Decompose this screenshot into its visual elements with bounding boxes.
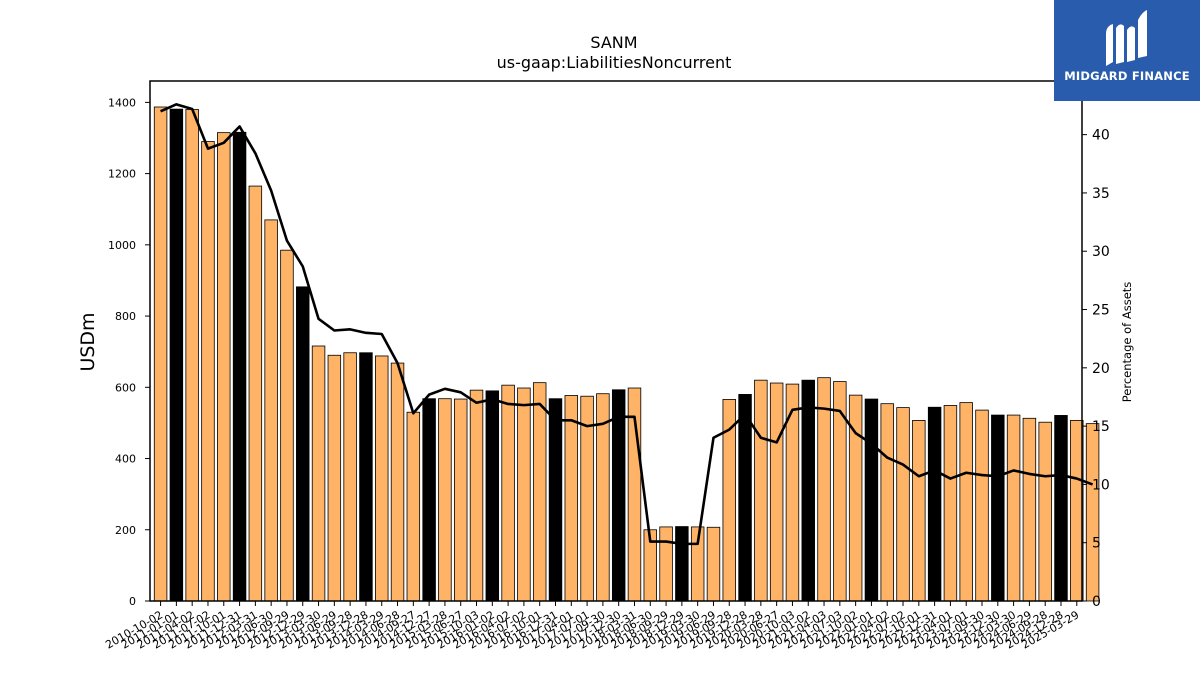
y2-tick-label: 20 <box>1092 361 1110 377</box>
y-tick-label: 1200 <box>108 168 136 181</box>
bar <box>817 377 831 602</box>
bar <box>991 414 1005 602</box>
y-axis-label: USDm <box>77 312 99 371</box>
bar <box>232 131 247 602</box>
y-tick-label: 1000 <box>108 239 136 252</box>
bar <box>1022 417 1037 602</box>
bar <box>343 352 357 602</box>
bar <box>201 141 215 602</box>
bar <box>564 395 579 602</box>
bar <box>169 108 184 602</box>
bar <box>706 526 721 602</box>
bar <box>532 382 547 602</box>
bar <box>943 405 958 602</box>
bar <box>485 390 500 602</box>
y2-axis-label: Percentage of Assets <box>1120 282 1134 403</box>
y2-tick-label: 0 <box>1092 594 1101 610</box>
bar <box>375 355 389 602</box>
y2-tick-label: 10 <box>1092 477 1110 493</box>
y2-tick-label: 5 <box>1092 536 1101 552</box>
y2-tick-label: 40 <box>1092 128 1110 144</box>
bar <box>185 109 199 602</box>
y2-tick-label: 35 <box>1092 186 1110 202</box>
bar <box>311 345 326 602</box>
bar <box>327 354 342 602</box>
bar <box>280 249 294 602</box>
y-tick-label: 0 <box>129 595 136 608</box>
bar <box>754 379 768 602</box>
bar <box>217 132 231 602</box>
bar <box>153 106 168 602</box>
bar <box>390 362 405 602</box>
bars-group <box>153 106 1100 602</box>
y-tick-label: 600 <box>115 381 136 394</box>
bar <box>864 398 879 602</box>
bar <box>959 402 973 602</box>
bar <box>438 398 452 602</box>
bar <box>896 407 910 602</box>
bar <box>1038 421 1052 602</box>
bar <box>659 526 673 602</box>
bar <box>1085 423 1100 602</box>
bar <box>833 381 847 602</box>
bar <box>611 389 626 602</box>
plot-frame <box>149 80 1083 602</box>
y-tick-label: 400 <box>115 453 136 466</box>
bar <box>927 406 942 602</box>
y-tick-label: 1400 <box>108 96 136 109</box>
bar <box>1054 415 1068 602</box>
bar <box>469 389 484 602</box>
y-tick-label: 200 <box>115 524 136 537</box>
bar <box>1070 420 1084 602</box>
bar <box>880 403 894 602</box>
bar <box>912 420 926 602</box>
midgard-m-icon <box>1106 10 1147 66</box>
bar <box>501 384 515 602</box>
bar <box>548 398 563 602</box>
y2-tick-label: 30 <box>1092 244 1110 260</box>
chart-title: SANM <box>590 33 637 52</box>
y2-tick-label: 15 <box>1092 419 1110 435</box>
brand-name: MIDGARD FINANCE <box>1064 69 1190 83</box>
bar <box>248 185 263 602</box>
bar <box>975 409 989 602</box>
y-tick-label: 800 <box>115 310 136 323</box>
line-group <box>160 103 1094 546</box>
chart-subtitle: us-gaap:LiabilitiesNoncurrent <box>497 53 732 72</box>
bar <box>1006 414 1021 602</box>
bar <box>359 352 373 602</box>
bar <box>769 382 784 602</box>
bar <box>517 387 531 602</box>
bar <box>296 286 310 602</box>
y2-tick-label: 25 <box>1092 303 1110 319</box>
bar <box>801 379 815 602</box>
bar <box>406 411 421 602</box>
bar <box>675 526 689 602</box>
bar <box>738 394 752 602</box>
bar <box>422 398 436 602</box>
brand-logo: MIDGARD FINANCE <box>1054 0 1200 101</box>
axes-group: 0 200 400 600 800 1000 1200 1400 0 5 10 15 20 25 30 35 4… <box>103 80 1110 652</box>
percentage-line <box>160 103 1094 546</box>
bar <box>264 219 278 602</box>
bar <box>453 398 468 602</box>
